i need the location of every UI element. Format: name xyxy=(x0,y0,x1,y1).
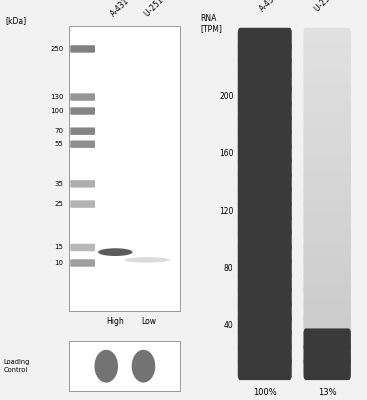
FancyBboxPatch shape xyxy=(70,45,95,53)
FancyBboxPatch shape xyxy=(238,228,292,251)
FancyBboxPatch shape xyxy=(69,26,180,311)
Text: 15: 15 xyxy=(55,244,63,250)
Text: Low: Low xyxy=(141,317,156,326)
FancyBboxPatch shape xyxy=(304,28,351,51)
FancyBboxPatch shape xyxy=(238,42,292,65)
FancyBboxPatch shape xyxy=(304,242,351,266)
Ellipse shape xyxy=(94,350,118,382)
Text: U-251 MG: U-251 MG xyxy=(142,0,175,18)
FancyBboxPatch shape xyxy=(70,244,95,251)
FancyBboxPatch shape xyxy=(238,357,292,380)
Text: Loading
Control: Loading Control xyxy=(4,360,30,373)
Ellipse shape xyxy=(132,350,155,382)
FancyBboxPatch shape xyxy=(304,314,351,337)
Text: [kDa]: [kDa] xyxy=(6,16,27,26)
FancyBboxPatch shape xyxy=(70,180,95,188)
FancyBboxPatch shape xyxy=(238,128,292,151)
FancyBboxPatch shape xyxy=(238,300,292,323)
FancyBboxPatch shape xyxy=(304,357,351,380)
FancyBboxPatch shape xyxy=(304,200,351,222)
Text: 80: 80 xyxy=(224,264,233,273)
FancyBboxPatch shape xyxy=(69,341,180,391)
FancyBboxPatch shape xyxy=(238,328,292,352)
FancyBboxPatch shape xyxy=(304,257,351,280)
FancyBboxPatch shape xyxy=(304,114,351,137)
Text: A-431: A-431 xyxy=(109,0,131,18)
Text: 130: 130 xyxy=(50,94,63,100)
FancyBboxPatch shape xyxy=(304,128,351,151)
FancyBboxPatch shape xyxy=(238,343,292,366)
Ellipse shape xyxy=(124,257,170,263)
Text: A-431: A-431 xyxy=(258,0,281,14)
FancyBboxPatch shape xyxy=(238,214,292,237)
FancyBboxPatch shape xyxy=(304,157,351,180)
FancyBboxPatch shape xyxy=(70,259,95,267)
FancyBboxPatch shape xyxy=(70,128,95,135)
FancyBboxPatch shape xyxy=(238,271,292,294)
FancyBboxPatch shape xyxy=(304,328,351,352)
FancyBboxPatch shape xyxy=(238,114,292,137)
FancyBboxPatch shape xyxy=(238,56,292,80)
FancyBboxPatch shape xyxy=(304,71,351,94)
FancyBboxPatch shape xyxy=(304,300,351,323)
FancyBboxPatch shape xyxy=(304,228,351,251)
FancyBboxPatch shape xyxy=(238,71,292,94)
Text: 25: 25 xyxy=(55,201,63,207)
Text: 250: 250 xyxy=(50,46,63,52)
FancyBboxPatch shape xyxy=(238,171,292,194)
Text: 160: 160 xyxy=(219,149,233,158)
FancyBboxPatch shape xyxy=(304,42,351,65)
FancyBboxPatch shape xyxy=(238,257,292,280)
FancyBboxPatch shape xyxy=(304,85,351,108)
FancyBboxPatch shape xyxy=(304,142,351,165)
FancyBboxPatch shape xyxy=(238,157,292,180)
FancyBboxPatch shape xyxy=(304,271,351,294)
FancyBboxPatch shape xyxy=(238,142,292,165)
FancyBboxPatch shape xyxy=(238,28,292,51)
FancyBboxPatch shape xyxy=(238,85,292,108)
Text: 13%: 13% xyxy=(318,388,337,397)
Text: RNA
[TPM]: RNA [TPM] xyxy=(201,14,222,33)
FancyBboxPatch shape xyxy=(304,185,351,208)
FancyBboxPatch shape xyxy=(238,185,292,208)
FancyBboxPatch shape xyxy=(304,56,351,80)
FancyBboxPatch shape xyxy=(238,314,292,337)
FancyBboxPatch shape xyxy=(304,343,351,366)
Text: 40: 40 xyxy=(224,321,233,330)
FancyBboxPatch shape xyxy=(238,200,292,222)
FancyBboxPatch shape xyxy=(304,214,351,237)
Text: 100%: 100% xyxy=(253,388,277,397)
Text: 200: 200 xyxy=(219,92,233,101)
Ellipse shape xyxy=(98,248,132,256)
FancyBboxPatch shape xyxy=(70,93,95,101)
Text: 120: 120 xyxy=(219,206,233,216)
Text: U-251 MG: U-251 MG xyxy=(313,0,345,14)
FancyBboxPatch shape xyxy=(70,140,95,148)
FancyBboxPatch shape xyxy=(238,99,292,122)
FancyBboxPatch shape xyxy=(304,171,351,194)
Text: 55: 55 xyxy=(55,141,63,147)
FancyBboxPatch shape xyxy=(304,99,351,122)
Text: 10: 10 xyxy=(55,260,63,266)
FancyBboxPatch shape xyxy=(304,286,351,308)
FancyBboxPatch shape xyxy=(70,200,95,208)
Text: 35: 35 xyxy=(55,181,63,187)
Text: 70: 70 xyxy=(55,128,63,134)
FancyBboxPatch shape xyxy=(70,107,95,115)
Text: 100: 100 xyxy=(50,108,63,114)
Text: High: High xyxy=(106,317,124,326)
FancyBboxPatch shape xyxy=(238,242,292,266)
FancyBboxPatch shape xyxy=(238,286,292,308)
